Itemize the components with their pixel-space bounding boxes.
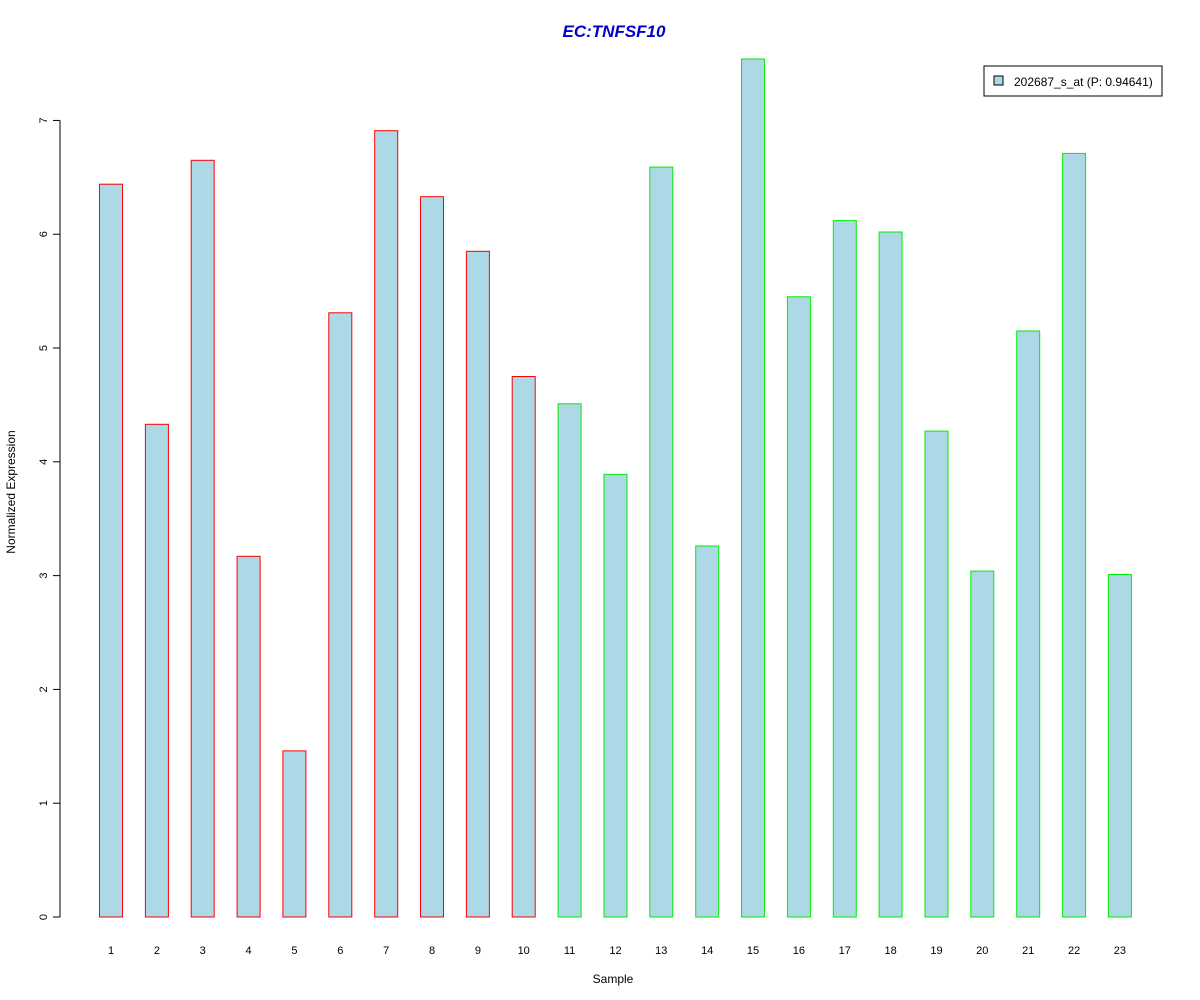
x-tick-label: 9: [475, 945, 481, 957]
x-tick-label: 17: [839, 945, 851, 957]
x-tick-label: 6: [337, 945, 343, 957]
bar: [786, 296, 811, 918]
y-tick-label: 0: [38, 914, 50, 920]
bar: [99, 183, 123, 918]
x-tick-label: 18: [884, 945, 896, 957]
bar: [741, 58, 765, 918]
bar: [465, 250, 490, 918]
bar: [1016, 330, 1041, 918]
x-tick-label: 23: [1114, 945, 1126, 957]
x-tick-label: 7: [383, 945, 389, 957]
x-tick-label: 4: [246, 945, 252, 957]
y-tick-label: 6: [38, 231, 50, 237]
legend: 202687_s_at (P: 0.94641): [983, 65, 1163, 97]
bar: [557, 403, 582, 918]
x-tick-label: 13: [655, 945, 667, 957]
chart-title: EC:TNFSF10: [563, 22, 667, 41]
x-tick-label: 8: [429, 945, 435, 957]
x-tick-label: 14: [701, 945, 713, 957]
x-tick-label: 10: [518, 945, 530, 957]
y-tick-label: 2: [38, 686, 50, 692]
legend-swatch: [993, 75, 1004, 86]
bar: [328, 312, 353, 918]
x-tick-label: 21: [1022, 945, 1034, 957]
y-tick-label: 1: [38, 800, 50, 806]
bar: [603, 473, 628, 918]
x-tick-label: 20: [976, 945, 988, 957]
bar: [374, 130, 399, 918]
bar: [1107, 574, 1132, 918]
bar: [420, 196, 444, 918]
bar: [144, 423, 169, 918]
x-tick-label: 22: [1068, 945, 1080, 957]
bar: [924, 430, 949, 918]
bar: [282, 750, 307, 918]
x-tick-label: 5: [291, 945, 297, 957]
bar: [1062, 152, 1087, 918]
x-tick-label: 1: [108, 945, 114, 957]
bar: [970, 570, 995, 918]
x-tick-label: 3: [200, 945, 206, 957]
legend-label: 202687_s_at (P: 0.94641): [1014, 75, 1153, 89]
y-tick-label: 7: [38, 117, 50, 123]
bar: [695, 545, 720, 918]
x-axis-label: Sample: [593, 972, 634, 986]
x-tick-label: 12: [609, 945, 621, 957]
y-axis: 0 1 2 3 4 5 6 7: [38, 117, 61, 920]
bar: [649, 166, 674, 918]
x-tick-label: 16: [793, 945, 805, 957]
x-tick-label: 11: [564, 945, 575, 957]
y-tick-label: 5: [38, 345, 50, 351]
bar: [511, 376, 536, 918]
bar: [236, 555, 261, 918]
bar: [878, 231, 903, 918]
bars: [99, 58, 1132, 918]
y-tick-label: 3: [38, 573, 50, 579]
x-tick-label: 15: [747, 945, 759, 957]
y-tick-label: 4: [38, 459, 50, 465]
bar: [190, 159, 215, 918]
x-axis-labels: 1 2 3 4 5 6 7 8 9 10 11 12 13 14 15 16 17 18 19 20 21 22 23: [108, 945, 1126, 957]
legend-box: [983, 65, 1163, 97]
bar: [832, 220, 857, 918]
x-tick-label: 19: [930, 945, 942, 957]
y-axis-label: Normalized Expression: [4, 430, 18, 553]
x-tick-label: 2: [154, 945, 160, 957]
